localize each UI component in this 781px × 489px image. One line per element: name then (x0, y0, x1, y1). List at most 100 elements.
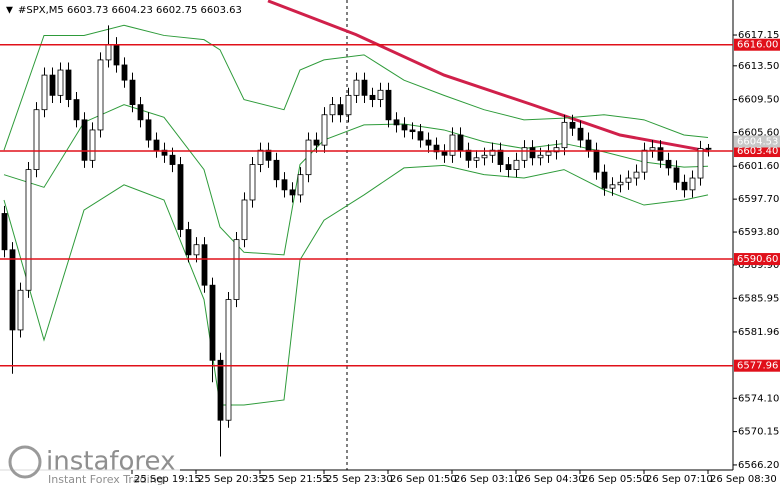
candle-body (345, 94, 352, 116)
price-tag-label: 6604.53 (737, 137, 778, 148)
candle-body (617, 181, 624, 186)
candle-body (193, 244, 200, 256)
x-tick-label: 25 Sep 23:30 (326, 474, 393, 485)
candle-body (137, 104, 144, 121)
candle-body (97, 59, 104, 131)
indicator-line (3, 164, 709, 406)
candle-body (121, 64, 128, 81)
candle-body (393, 119, 400, 126)
y-tick-label: 6585.95 (738, 293, 779, 304)
x-tick-label: 25 Sep 21:55 (262, 474, 329, 485)
candle-body (353, 79, 360, 96)
candle-body (49, 74, 56, 96)
candle-body (177, 164, 184, 230)
candle-body (185, 229, 192, 256)
y-tick-label: 6589.90 (738, 260, 779, 271)
candle-body (297, 174, 304, 196)
candle-body (657, 147, 664, 161)
candle-body (489, 149, 496, 156)
y-tick-label: 6605.60 (738, 127, 779, 138)
level-tag (734, 145, 780, 158)
candle-body (25, 169, 32, 291)
x-tick-label: 25 Sep 19:15 (134, 474, 201, 485)
candle-body (529, 147, 536, 159)
candle-body (225, 299, 232, 421)
candle-body (457, 134, 464, 151)
candle-body (249, 164, 256, 201)
y-tick-label: 6597.70 (738, 194, 779, 205)
candle-body (497, 149, 504, 165)
candle-body (201, 244, 208, 286)
candle-body (705, 147, 712, 150)
candle-body (129, 79, 136, 106)
candle-body (545, 151, 552, 156)
y-tick-label: 6581.96 (738, 327, 779, 338)
candle-body (689, 177, 696, 191)
candle-body (465, 149, 472, 161)
candle-body (73, 99, 80, 121)
x-tick-label: 26 Sep 01:50 (390, 474, 457, 485)
candle-body (601, 171, 608, 189)
candle-body (81, 119, 88, 161)
candle-body (57, 69, 64, 96)
x-tick-label: 26 Sep 08:30 (710, 474, 777, 485)
x-tick-label: 25 Sep 20:35 (198, 474, 265, 485)
x-tick-label: 26 Sep 04:30 (518, 474, 585, 485)
x-tick-label: 26 Sep 07:10 (646, 474, 713, 485)
candle-body (481, 154, 488, 159)
candle-body (145, 119, 152, 141)
candle-body (257, 149, 264, 165)
candle-body (241, 199, 248, 241)
candle-body (449, 134, 456, 156)
header-arrow: ▼ (6, 6, 13, 16)
y-tick-label: 6609.50 (738, 95, 779, 106)
level-tag (734, 38, 780, 51)
candle-body (425, 139, 432, 146)
candle-body (625, 177, 632, 183)
candle-body (433, 144, 440, 153)
candle-body (585, 139, 592, 151)
y-tick-label: 6601.60 (738, 161, 779, 172)
candle-body (649, 147, 656, 151)
y-tick-label: 6566.20 (738, 460, 779, 471)
level-label: 6577.96 (737, 361, 778, 372)
candle-body (681, 181, 688, 191)
y-tick-label: 6613.50 (738, 61, 779, 72)
candle-body (273, 159, 280, 181)
level-label: 6616.00 (737, 40, 778, 51)
candle-body (377, 89, 384, 100)
candle-body (401, 124, 408, 131)
candle-body (233, 239, 240, 300)
candle-body (1, 213, 8, 251)
candle-body (321, 114, 328, 146)
indicator-line (267, 0, 709, 153)
candle-body (305, 139, 312, 176)
candle-body (313, 139, 320, 146)
x-tick-label: 26 Sep 05:50 (582, 474, 649, 485)
level-label: 6590.60 (737, 254, 778, 265)
candle-body (169, 154, 176, 165)
marks (1, 0, 712, 457)
candle-body (441, 151, 448, 156)
candle-body (17, 289, 24, 331)
candle-body (521, 147, 528, 161)
candle-body (265, 149, 272, 161)
logo-icon (8, 445, 42, 479)
candle-body (113, 44, 120, 66)
candle-body (9, 249, 16, 331)
candle-body (289, 189, 296, 196)
candle-body (513, 159, 520, 171)
candle-body (209, 284, 216, 361)
candle-body (417, 131, 424, 141)
candle-body (369, 94, 376, 100)
y-tick-label: 6574.10 (738, 393, 779, 404)
candle-body (337, 104, 344, 116)
candle-body (361, 79, 368, 96)
candle-body (105, 44, 112, 61)
candle-body (385, 89, 392, 121)
candle-body (593, 149, 600, 173)
y-tick-label: 6617.15 (738, 30, 779, 41)
watermark: instaforex Instant Forex Trading (0, 443, 180, 489)
level-label: 6603.40 (737, 146, 778, 157)
